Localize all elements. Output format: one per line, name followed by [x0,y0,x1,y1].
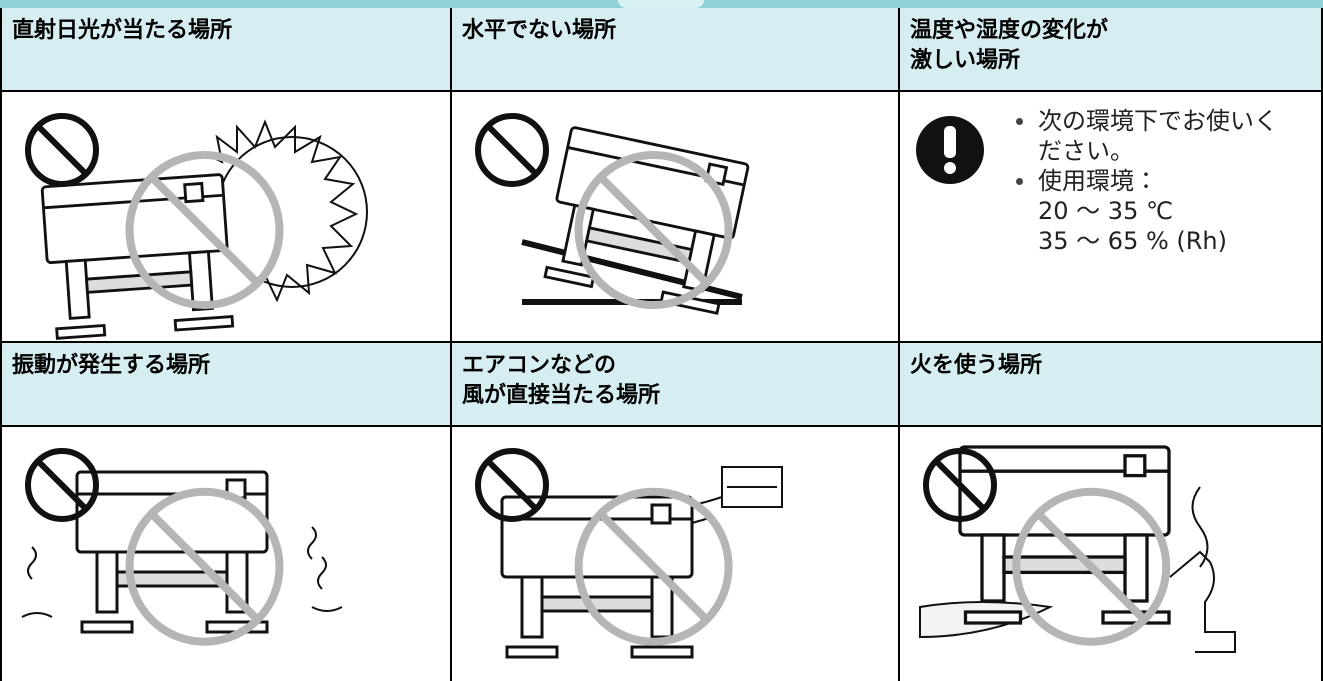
text-line: エアコンなどの [462,353,617,378]
prohibition-symbol [125,151,284,310]
bullet-item: 次の環境下でお使いく ださい。 [1010,106,1278,166]
printer [958,445,1171,625]
illustration [25,113,368,340]
text-line: 使用環境： [1038,167,1158,195]
prohibition-symbol [25,113,99,187]
illustration-cell [0,92,450,343]
header-cell: 水平でない場所 [450,8,898,92]
text-line: 20 ～ 35 ℃ [1038,197,1173,225]
prohibition-symbol [574,151,733,310]
text-line: 水平でない場所 [462,18,617,43]
bullet-dot [1016,118,1023,125]
bullet-dot [1016,178,1023,185]
text-line: 次の環境下でお使いく [1038,107,1278,135]
prohibition-symbol [25,448,99,522]
printer [40,173,235,340]
text-line: 直射日光が当たる場所 [12,18,233,43]
header-cell: エアコンなどの風が直接当たる場所 [450,343,898,427]
illustration-cell [0,427,450,681]
prohibition-symbol [475,448,549,522]
header-cell: 振動が発生する場所 [0,343,450,427]
illustration [475,448,783,659]
illustration-cell [450,92,898,343]
illustration-cell: 次の環境下でお使いく ださい。 使用環境： 20 ～ 35 ℃ 35 ～ 65 % (R… [898,92,1323,343]
prohibition-symbol [125,487,284,646]
prohibition-symbol [1012,487,1171,646]
prohibition-symbol [475,113,549,187]
header-cell: 直射日光が当たる場所 [0,8,450,92]
text-line: 温度や湿度の変化が [910,18,1109,43]
top-strip [0,0,1323,8]
illustration [475,113,750,315]
tab [618,0,704,8]
illustration [919,445,1236,653]
text-line: 振動が発生する場所 [12,353,211,378]
illustration-cell [450,427,898,681]
text-line: ださい。 [1038,137,1134,165]
text-line: 35 ～ 65 % (Rh) [1038,227,1228,255]
vibration-lines [21,526,343,618]
prohibition-symbol [574,487,733,646]
sun [201,119,368,303]
illustration-cell [898,427,1323,681]
header-cell: 火を使う場所 [898,343,1323,427]
text-line: 風が直接当たる場所 [462,383,661,408]
header-cell: 温度や湿度の変化が 激しい場所 [898,8,1323,92]
text-line: 激しい場所 [910,48,1021,73]
prohibition-symbol [923,448,997,522]
illustration [21,448,343,646]
bullet-item: 使用環境： 20 ～ 35 ℃ 35 ～ 65 % (Rh) [1010,166,1278,256]
warning-icon [916,116,984,184]
note: 次の環境下でお使いく ださい。 使用環境： 20 ～ 35 ℃ 35 ～ 65 % (R… [1010,106,1278,256]
text-line: 火を使う場所 [910,353,1043,378]
